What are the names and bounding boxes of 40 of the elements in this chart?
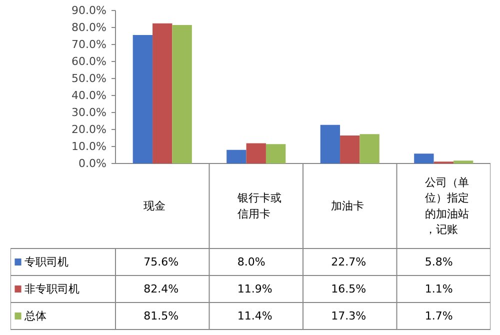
data-label: 11.4% bbox=[237, 310, 272, 322]
bar bbox=[320, 124, 340, 164]
bar bbox=[414, 154, 434, 164]
x-tick-label: 银行卡或信用卡 bbox=[236, 192, 282, 220]
data-label: 16.5% bbox=[331, 282, 366, 296]
x-tick-label: 加油卡 bbox=[331, 200, 364, 212]
legend-label: 总体 bbox=[24, 310, 47, 322]
data-label: 17.3% bbox=[331, 310, 366, 322]
bar bbox=[132, 34, 153, 164]
y-tick-label: 20.0% bbox=[72, 123, 107, 136]
data-label: 8.0% bbox=[237, 256, 266, 268]
legend-label: 非专职司机 bbox=[24, 282, 80, 296]
bar bbox=[453, 160, 474, 164]
y-tick-label: 90.0% bbox=[72, 4, 107, 17]
data-label: 5.8% bbox=[424, 256, 453, 268]
data-label: 22.7% bbox=[331, 256, 366, 268]
x-tick-label: 现金 bbox=[144, 200, 166, 212]
data-label: 11.9% bbox=[237, 282, 272, 296]
x-tick-label: 公司（单位）指定的加油站，记账 bbox=[424, 176, 469, 236]
y-tick-label: 0.0% bbox=[78, 157, 107, 170]
data-label: 1.7% bbox=[424, 310, 453, 322]
y-tick-label: 10.0% bbox=[72, 140, 107, 153]
bar bbox=[226, 150, 246, 164]
y-tick-label: 50.0% bbox=[72, 72, 107, 85]
bar bbox=[152, 23, 172, 164]
data-label: 82.4% bbox=[144, 282, 179, 296]
bar bbox=[360, 134, 380, 164]
y-tick-label: 60.0% bbox=[72, 55, 107, 68]
y-tick-label: 30.0% bbox=[72, 106, 107, 119]
y-tick-label: 40.0% bbox=[72, 89, 107, 102]
bar bbox=[246, 143, 266, 164]
y-tick-label: 80.0% bbox=[72, 21, 107, 34]
bar bbox=[340, 135, 360, 164]
data-label: 75.6% bbox=[144, 256, 179, 268]
data-label: 1.1% bbox=[424, 282, 453, 296]
bar bbox=[172, 24, 192, 164]
bar bbox=[266, 144, 286, 164]
data-label: 81.5% bbox=[144, 310, 179, 322]
y-tick-label: 70.0% bbox=[72, 38, 107, 51]
legend-label: 专职司机 bbox=[24, 256, 69, 268]
